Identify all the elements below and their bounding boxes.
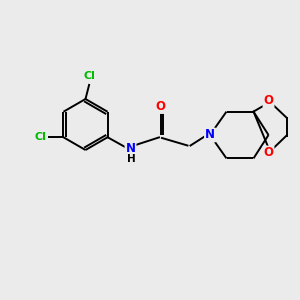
Text: O: O	[263, 94, 274, 107]
Text: Cl: Cl	[34, 132, 46, 142]
Text: Cl: Cl	[83, 71, 95, 81]
Text: N: N	[205, 128, 215, 142]
Text: H: H	[127, 154, 136, 164]
Text: O: O	[263, 146, 274, 160]
Text: N: N	[125, 142, 136, 155]
Text: O: O	[155, 100, 166, 113]
